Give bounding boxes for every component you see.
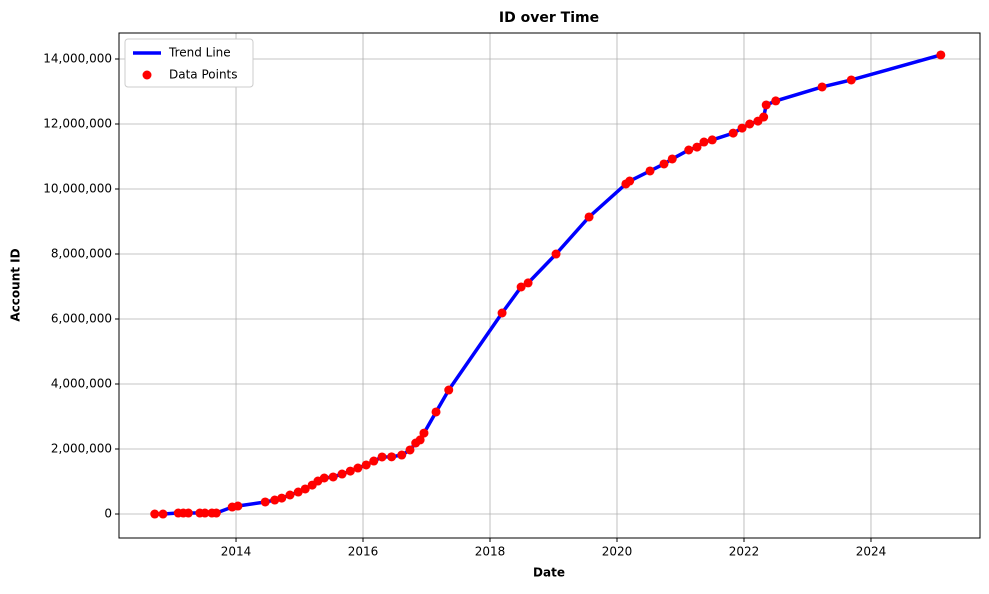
data-point [419, 428, 429, 438]
data-point [692, 142, 702, 152]
data-point [233, 501, 243, 511]
data-point [551, 249, 561, 259]
data-point [584, 212, 594, 222]
legend-label: Data Points [169, 68, 238, 82]
data-point [523, 278, 533, 288]
data-point [737, 123, 747, 133]
data-point [387, 452, 397, 462]
data-point [684, 145, 694, 155]
data-point [293, 487, 303, 497]
data-point [397, 450, 407, 460]
chart-title: ID over Time [499, 10, 599, 26]
data-point [728, 128, 738, 138]
data-point [260, 497, 270, 507]
data-point [300, 484, 310, 494]
y-tick-label: 8,000,000 [51, 247, 112, 261]
data-point [285, 490, 295, 500]
data-point [645, 166, 655, 176]
data-point [497, 308, 507, 318]
legend-swatch [142, 70, 152, 80]
data-point [936, 50, 946, 60]
y-tick-label: 14,000,000 [43, 52, 112, 66]
data-point [369, 456, 379, 466]
data-point [625, 176, 635, 186]
data-point [759, 112, 769, 122]
data-point [516, 282, 526, 292]
data-point [200, 508, 210, 518]
data-point [150, 509, 160, 519]
x-tick-label: 2014 [221, 545, 252, 559]
x-axis-label: Date [533, 566, 565, 580]
data-point [277, 493, 287, 503]
data-point [846, 75, 856, 85]
data-point [817, 82, 827, 92]
x-tick-label: 2022 [729, 545, 760, 559]
data-point [405, 445, 415, 455]
data-point [415, 435, 425, 445]
y-tick-label: 10,000,000 [43, 182, 112, 196]
data-point [745, 119, 755, 129]
y-tick-label: 4,000,000 [51, 377, 112, 391]
x-tick-label: 2020 [602, 545, 633, 559]
data-point [659, 159, 669, 169]
data-point [319, 473, 329, 483]
x-tick-label: 2024 [856, 545, 887, 559]
y-tick-label: 6,000,000 [51, 312, 112, 326]
y-tick-label: 12,000,000 [43, 117, 112, 131]
data-point [345, 466, 355, 476]
data-point [353, 463, 363, 473]
data-point [361, 460, 371, 470]
x-tick-label: 2016 [348, 545, 379, 559]
data-point [444, 385, 454, 395]
data-point [158, 509, 168, 519]
legend-label: Trend Line [168, 46, 231, 60]
data-point [328, 472, 338, 482]
data-point [270, 495, 280, 505]
data-point [707, 135, 717, 145]
data-point [771, 96, 781, 106]
data-point [337, 469, 347, 479]
data-point [667, 154, 677, 164]
y-axis-label: Account ID [9, 248, 23, 321]
legend-box [124, 38, 254, 88]
data-point [183, 508, 193, 518]
data-point [699, 137, 709, 147]
y-tick-label: 2,000,000 [51, 442, 112, 456]
data-point [761, 100, 771, 110]
data-point [377, 452, 387, 462]
data-point [211, 508, 221, 518]
plot-frame [118, 32, 981, 539]
data-point [431, 407, 441, 417]
x-tick-label: 2018 [475, 545, 506, 559]
y-tick-label: 0 [104, 507, 112, 521]
